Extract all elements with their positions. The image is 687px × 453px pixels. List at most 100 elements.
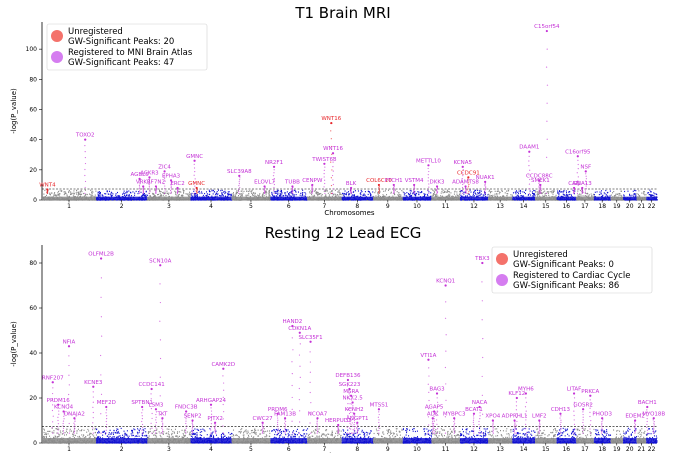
peak-snp <box>585 175 587 177</box>
snp-point <box>121 436 123 439</box>
snp-point <box>604 193 606 195</box>
snp-point <box>363 193 365 195</box>
snp-point <box>66 194 68 196</box>
snp-point <box>201 192 203 194</box>
snp-point <box>249 195 251 198</box>
snp-point <box>430 195 432 197</box>
peak-point <box>331 152 335 155</box>
peak-snp <box>546 156 548 158</box>
snp-point <box>489 194 491 196</box>
snp-point <box>568 191 570 193</box>
snp-point <box>259 193 261 195</box>
snp-point <box>456 193 458 195</box>
peak-snp <box>378 186 381 188</box>
snp-point <box>80 195 82 197</box>
snp-point <box>44 436 46 438</box>
peak-snp <box>468 191 470 193</box>
x-axis-label: Chromosomes <box>324 209 374 217</box>
snp-point <box>160 194 162 196</box>
peak-snp <box>84 168 86 171</box>
snp-point <box>401 189 403 192</box>
peak-snp <box>462 172 464 174</box>
snp-point <box>180 191 182 193</box>
peak-snp <box>142 188 144 190</box>
snp-point <box>290 195 292 197</box>
snp-point <box>190 194 192 196</box>
snp-point <box>580 195 582 197</box>
snp-point <box>449 195 451 197</box>
snp-point <box>78 191 80 193</box>
snp-point <box>444 191 446 193</box>
peak-snp <box>546 84 549 86</box>
peak-snp <box>324 182 326 185</box>
snp-point <box>396 191 398 193</box>
snp-point <box>281 193 283 195</box>
snp-point <box>580 193 582 195</box>
snp-point <box>435 189 437 191</box>
snp-point <box>648 193 650 196</box>
snp-point <box>295 190 297 192</box>
x-tick-label: 1 <box>67 203 71 210</box>
snp-point <box>634 189 636 192</box>
snp-point <box>426 193 428 196</box>
y-tick-label: 20 <box>29 167 37 174</box>
peak-snp <box>540 192 542 194</box>
snp-point <box>254 192 256 194</box>
snp-point <box>172 430 174 433</box>
snp-point <box>301 192 303 194</box>
snp-point <box>209 193 211 195</box>
snp-band <box>636 196 647 200</box>
snp-point <box>65 192 67 194</box>
snp-point <box>453 193 455 195</box>
peak-snp <box>378 189 381 192</box>
snp-point <box>316 193 318 195</box>
snp-point <box>348 194 350 196</box>
snp-point <box>637 193 639 196</box>
snp-point <box>231 195 233 197</box>
legend-label-line2: GW-Significant Peaks: 20 <box>68 37 174 47</box>
snp-point <box>119 437 121 439</box>
legend-label-line1: Unregistered <box>68 27 123 37</box>
snp-point <box>76 430 78 432</box>
snp-point <box>328 195 330 197</box>
snp-point <box>130 433 132 435</box>
snp-point <box>534 193 536 196</box>
snp-point <box>126 430 128 432</box>
snp-point <box>55 436 57 438</box>
snp-point <box>412 193 414 195</box>
snp-point <box>241 195 243 197</box>
snp-point <box>282 195 284 197</box>
snp-point <box>123 437 125 439</box>
snp-point <box>552 193 554 195</box>
peak-point <box>311 183 314 187</box>
peak-point <box>392 183 395 187</box>
snp-point <box>496 190 498 193</box>
peak-snp <box>392 192 394 194</box>
peak-point <box>46 188 49 191</box>
snp-point <box>99 194 101 196</box>
snp-point <box>507 193 509 195</box>
snp-point <box>54 435 56 437</box>
snp-point <box>448 191 450 193</box>
snp-point <box>317 192 319 194</box>
background-snps <box>42 427 658 444</box>
snp-point <box>477 195 479 198</box>
snp-point <box>216 195 218 198</box>
peak-snp <box>467 185 470 187</box>
snp-point <box>121 437 123 439</box>
x-tick-label: 3 <box>167 203 171 210</box>
snp-point <box>424 195 426 197</box>
snp-point <box>317 191 319 193</box>
snp-point <box>119 195 121 197</box>
peak-snp <box>468 183 470 186</box>
snp-point <box>305 193 307 195</box>
peak-snp <box>148 185 150 187</box>
x-tick-label: 12 <box>470 203 478 210</box>
snp-point <box>357 190 359 192</box>
peak-snp <box>239 186 241 189</box>
snp-point <box>522 191 524 193</box>
snp-point <box>473 192 475 194</box>
snp-point <box>275 192 277 194</box>
snp-point <box>251 190 253 192</box>
peak-snp <box>577 159 579 161</box>
